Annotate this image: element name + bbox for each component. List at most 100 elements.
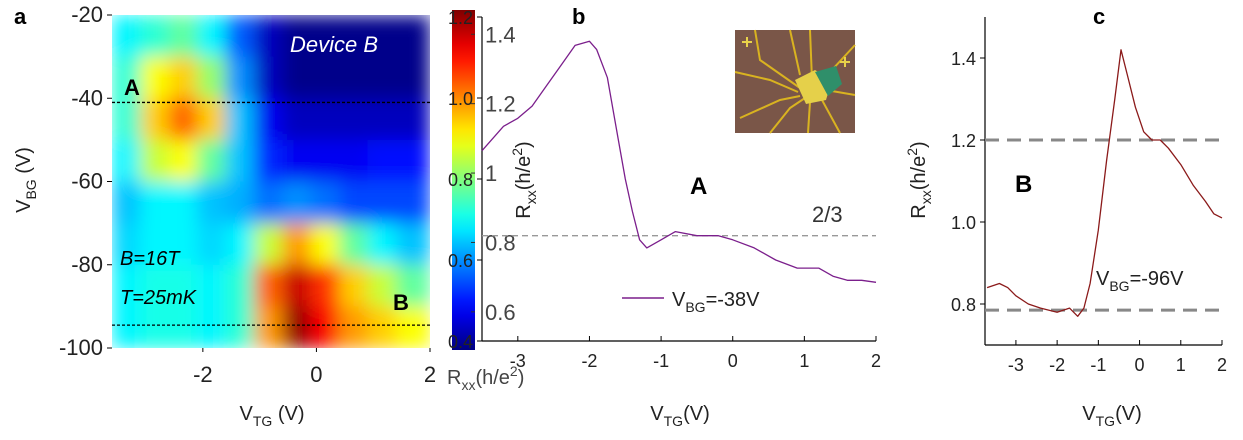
heatmap-cell <box>197 98 227 141</box>
label-part: 2 <box>904 148 920 156</box>
electrode <box>789 29 801 76</box>
heatmap-cell <box>253 306 283 348</box>
heatmap-cell <box>225 223 255 266</box>
annotation: T=25mK <box>120 287 198 309</box>
label-part: (h/e <box>908 156 930 190</box>
heatmap-cell <box>197 15 227 58</box>
heatmap-cell <box>310 306 340 348</box>
heatmap-cell <box>197 56 227 99</box>
colorbar-tick-label: 0.6 <box>485 300 516 325</box>
heatmap-cell <box>225 15 255 58</box>
heatmap-cell <box>282 56 312 99</box>
y-tick-label: 0.8 <box>448 170 473 190</box>
y-tick-label: -60 <box>71 169 103 194</box>
heatmap <box>112 15 430 348</box>
heatmap-cell <box>253 264 283 307</box>
label-part: (V) <box>683 403 710 425</box>
heatmap-cell <box>253 98 283 141</box>
electrode <box>769 97 806 134</box>
label-part: V <box>672 289 686 311</box>
label-part: 2 <box>509 148 525 156</box>
heatmap-cell <box>253 223 283 266</box>
x-tick-label: -2 <box>193 362 213 387</box>
heatmap-cell <box>168 223 198 266</box>
heatmap-cell <box>282 181 312 224</box>
y-tick-label: 1.2 <box>448 8 473 28</box>
annotation: B <box>1015 171 1032 198</box>
y-tick-label: -80 <box>71 252 103 277</box>
heatmap-cell <box>168 306 198 348</box>
colorbar-tick-label: 1 <box>485 161 497 186</box>
heatmap-cell <box>253 139 283 182</box>
y-tick-label: 1.0 <box>448 89 473 109</box>
label-part: R <box>513 204 535 218</box>
heatmap-cell <box>367 15 397 58</box>
heatmap-cell <box>168 56 198 99</box>
heatmap-cell <box>253 181 283 224</box>
heatmap-cell <box>282 139 312 182</box>
heatmap-cell <box>395 223 430 266</box>
heatmap-cell <box>282 98 312 141</box>
electrode <box>754 29 801 89</box>
heatmap-cell <box>310 181 340 224</box>
annotation: VBG=-96V <box>1096 268 1184 294</box>
electrode <box>807 101 811 134</box>
heatmap-cell <box>253 56 283 99</box>
heatmap-cell <box>395 264 430 307</box>
heatmap-cell <box>168 181 198 224</box>
label-part: V <box>1096 268 1110 290</box>
x-tick-label: 0 <box>1135 355 1145 375</box>
label-part: xx <box>918 190 934 204</box>
heatmap-cell <box>168 98 198 141</box>
data-line <box>986 49 1223 317</box>
label-part: TG <box>664 413 683 429</box>
y-tick-label: 0.6 <box>448 251 473 271</box>
label-part: BG <box>23 179 39 199</box>
label-part: (h/e <box>475 367 509 389</box>
label-part: R <box>447 367 461 389</box>
label-part: V <box>1082 403 1096 425</box>
heatmap-cell <box>112 181 141 224</box>
heatmap-cell <box>339 139 369 182</box>
colorbar-label: Rxx(h/e2) <box>447 363 524 393</box>
colorbar <box>452 10 475 350</box>
heatmap-cell <box>112 223 141 266</box>
heatmap-cell <box>225 56 255 99</box>
y-axis-label: Rxx(h/e2) <box>904 141 934 218</box>
inset-flake <box>815 66 842 96</box>
electrode <box>821 99 841 134</box>
annotation: B <box>393 290 409 315</box>
x-axis-label: VTG (V) <box>239 403 304 429</box>
heatmap-cell <box>367 181 397 224</box>
heatmap-cell <box>282 15 312 58</box>
label-part: V <box>239 403 253 425</box>
x-tick-label: 2 <box>1217 355 1227 375</box>
heatmap-cell <box>140 15 170 58</box>
heatmap-cells <box>112 15 430 348</box>
heatmap-cell <box>225 181 255 224</box>
label-part: ) <box>908 141 930 148</box>
legend-label: VBG=-38V <box>672 289 760 315</box>
y-tick-label: 1.4 <box>951 49 976 69</box>
colorbar-tick-label: 1.2 <box>485 92 516 117</box>
heatmap-cell <box>339 223 369 266</box>
heatmap-cell <box>225 306 255 348</box>
heatmap-cell <box>197 223 227 266</box>
heatmap-cell <box>339 98 369 141</box>
heatmap-cell <box>197 264 227 307</box>
heatmap-cell <box>112 306 141 348</box>
heatmap-cell <box>395 139 430 182</box>
heatmap-cell <box>339 264 369 307</box>
label-part: xx <box>523 190 539 204</box>
x-tick-label: 2 <box>871 351 881 371</box>
label-part: 2 <box>510 363 518 379</box>
heatmap-cell <box>310 139 340 182</box>
heatmap-cell <box>112 98 141 141</box>
x-axis-label: VTG(V) <box>1082 403 1141 429</box>
heatmap-cell <box>339 181 369 224</box>
heatmap-cell <box>395 15 430 58</box>
annotation: Device B <box>290 32 378 57</box>
heatmap-cell <box>310 56 340 99</box>
x-tick-label: 0 <box>728 351 738 371</box>
